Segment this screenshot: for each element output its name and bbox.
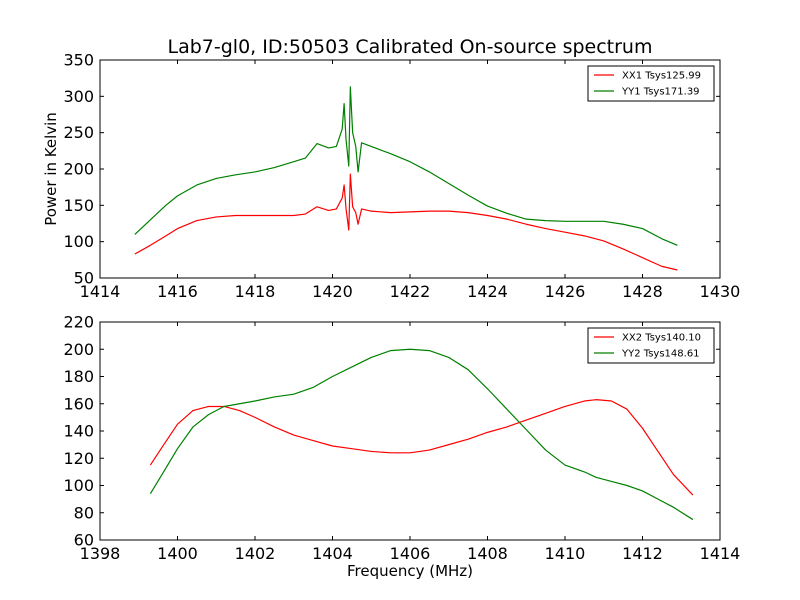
bottom-x-tick-label: 1414 <box>700 544 741 563</box>
bottom-x-tick-label: 1402 <box>235 544 276 563</box>
x-axis-label: Frequency (MHz) <box>347 562 473 580</box>
bottom-y-tick-label: 200 <box>63 340 94 359</box>
top-y-tick-label: 200 <box>63 160 94 179</box>
top-legend-label-1: XX1 Tsys125.99 <box>622 71 701 82</box>
top-x-tick-label: 1424 <box>467 282 508 301</box>
chart-title: Lab7-gl0, ID:50503 Calibrated On-source … <box>168 36 653 58</box>
bottom-x-tick-label: 1408 <box>467 544 508 563</box>
top-x-tick-label: 1422 <box>390 282 431 301</box>
top-y-tick-label: 250 <box>63 123 94 142</box>
top-legend-label-2: YY1 Tsys171.39 <box>621 87 700 98</box>
top-series-line-1 <box>134 173 678 271</box>
bottom-series-line-2 <box>149 348 694 521</box>
bottom-y-tick-label: 120 <box>63 449 94 468</box>
top-x-tick-label: 1428 <box>622 282 663 301</box>
bottom-y-tick-label: 140 <box>63 422 94 441</box>
bottom-y-tick-label: 80 <box>74 503 94 522</box>
top-x-tick-label: 1416 <box>157 282 198 301</box>
top-series-line-2 <box>134 86 678 246</box>
top-legend: XX1 Tsys125.99 YY1 Tsys171.39 <box>587 65 715 102</box>
bottom-y-tick-label: 180 <box>63 367 94 386</box>
bottom-y-tick-label: 60 <box>74 531 94 550</box>
top-plot-panel: 1414 1416 1418 1420 1422 1424 1426 1428 1430 50 10… <box>63 51 740 302</box>
bottom-x-tick-label: 1400 <box>157 544 198 563</box>
bottom-y-tick-label: 220 <box>63 313 94 332</box>
top-legend-box <box>587 65 715 102</box>
top-y-tick-label: 100 <box>63 232 94 251</box>
top-x-tick-label: 1426 <box>545 282 586 301</box>
top-x-tick-label: 1414 <box>80 282 121 301</box>
bottom-legend-label-2: YY2 Tsys148.61 <box>621 349 700 360</box>
bottom-y-tick-label: 160 <box>63 394 94 413</box>
top-x-tick-label: 1420 <box>312 282 353 301</box>
bottom-x-tick-label: 1398 <box>80 544 121 563</box>
bottom-x-tick-label: 1410 <box>545 544 586 563</box>
bottom-legend-box <box>587 327 715 364</box>
bottom-legend: XX2 Tsys140.10 YY2 Tsys148.61 <box>587 327 715 364</box>
top-y-tick-label: 150 <box>63 196 94 215</box>
top-x-tick-label: 1430 <box>700 282 741 301</box>
top-y-tick-label: 350 <box>63 51 94 70</box>
bottom-plot-panel: 1398 1400 1402 1404 1406 1408 1410 1412 1414 60 80… <box>63 313 740 564</box>
bottom-series-line-1 <box>149 399 694 496</box>
top-y-tick-label: 50 <box>74 269 94 288</box>
bottom-x-tick-label: 1404 <box>312 544 353 563</box>
bottom-y-tick-label: 100 <box>63 476 94 495</box>
top-x-tick-label: 1418 <box>235 282 276 301</box>
top-y-tick-label: 300 <box>63 87 94 106</box>
bottom-x-tick-label: 1412 <box>622 544 663 563</box>
bottom-x-tick-label: 1406 <box>390 544 431 563</box>
y-axis-label: Power in Kelvin <box>42 112 60 226</box>
bottom-legend-label-1: XX2 Tsys140.10 <box>622 333 701 344</box>
